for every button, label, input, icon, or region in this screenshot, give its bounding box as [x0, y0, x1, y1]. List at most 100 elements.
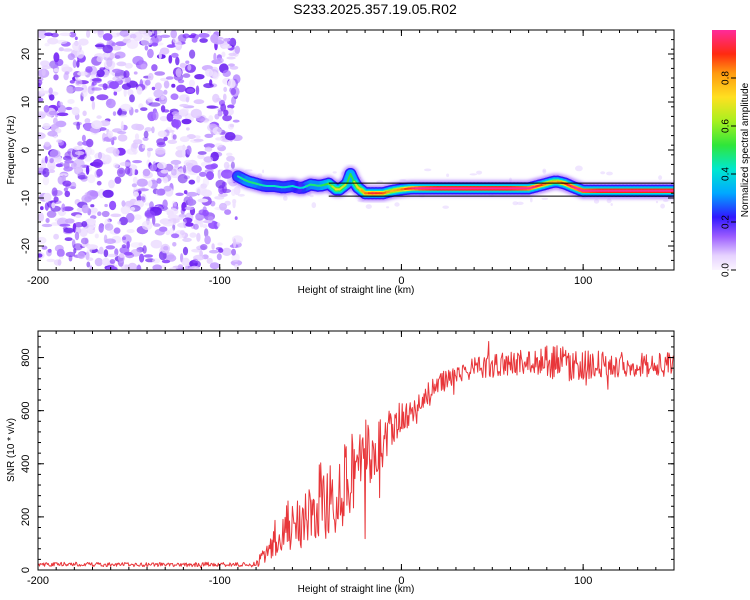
noise-blob: [207, 30, 212, 34]
noise-blob: [159, 226, 168, 232]
noise-blob: [214, 143, 223, 148]
spectrogram-x-axis-label: Height of straight line (km): [298, 285, 415, 296]
noise-blob: [165, 254, 177, 262]
noise-blob: [119, 30, 130, 37]
noise-blob: [97, 211, 102, 216]
noise-blob: [38, 79, 43, 86]
noise-blob: [141, 220, 153, 231]
noise-blob: [123, 251, 133, 256]
noise-blob: [134, 109, 139, 113]
noise-blob: [658, 175, 663, 180]
noise-blob: [87, 174, 96, 184]
y-tick-label: 20: [20, 48, 32, 60]
noise-blob: [78, 38, 89, 46]
noise-blob: [116, 32, 120, 36]
noise-blob: [203, 83, 214, 89]
noise-blob: [81, 204, 89, 214]
y-tick-label: 0: [20, 567, 32, 573]
noise-blob: [102, 189, 114, 198]
noise-blob: [47, 130, 58, 137]
colorbar-tick-label: 0.2: [721, 215, 732, 229]
noise-blob: [56, 139, 63, 143]
noise-blob: [144, 210, 156, 219]
noise-blob: [154, 30, 158, 39]
noise-blob: [138, 242, 143, 247]
noise-blob: [610, 203, 613, 206]
noise-blob: [185, 222, 194, 227]
noise-blob: [196, 175, 201, 183]
noise-blob: [125, 79, 131, 83]
noise-blob: [191, 165, 202, 174]
snr-ticks: -200 -100 0 100 0 200 400 600 800: [20, 331, 675, 587]
noise-blob: [215, 57, 224, 64]
noise-blob: [72, 59, 77, 69]
noise-blob: [156, 162, 167, 170]
noise-blob: [105, 266, 118, 270]
y-tick-label: 600: [20, 401, 32, 419]
noise-blob: [182, 165, 187, 174]
noise-blob: [196, 232, 201, 242]
noise-blob: [82, 110, 87, 117]
noise-blob: [85, 165, 90, 175]
noise-blob: [86, 244, 99, 250]
noise-blob: [76, 49, 85, 59]
noise-blob: [230, 87, 237, 96]
noise-blob: [124, 62, 133, 69]
noise-blob: [113, 227, 121, 234]
noise-blob: [215, 137, 223, 141]
noise-blob: [190, 108, 202, 119]
noise-blob: [63, 227, 74, 233]
noise-blob: [127, 89, 134, 97]
noise-blob: [109, 259, 116, 264]
noise-blob: [224, 132, 236, 141]
noise-blob: [197, 151, 207, 155]
noise-blob: [129, 94, 135, 103]
noise-blob: [69, 186, 76, 190]
noise-blob: [38, 111, 47, 118]
noise-blob: [140, 107, 148, 111]
noise-blob: [166, 112, 174, 122]
noise-blob: [62, 48, 73, 52]
noise-blob: [82, 140, 92, 146]
noise-blob: [186, 191, 198, 197]
noise-blob: [42, 176, 50, 186]
noise-blob: [91, 78, 102, 82]
colorbar: 0.0 0.2 0.4 0.6 0.8 Normalized spectral ampl…: [712, 30, 750, 277]
noise-blob: [195, 212, 205, 221]
noise-blob: [77, 141, 83, 146]
noise-blob: [63, 166, 73, 172]
noise-blob: [90, 204, 95, 208]
noise-blob: [75, 214, 82, 218]
noise-blob: [112, 111, 117, 116]
noise-blob: [176, 84, 187, 93]
noise-blob: [160, 95, 165, 101]
noise-blob: [86, 261, 91, 268]
snr-panel: -200 -100 0 100 0 200 400 600 800 Height of stra…: [6, 330, 675, 595]
colorbar-tick-label: 0.6: [721, 119, 732, 133]
noise-blob: [132, 176, 138, 184]
noise-blob: [161, 259, 171, 264]
noise-blob: [311, 202, 317, 209]
noise-blob: [175, 56, 180, 66]
noise-blob: [44, 32, 54, 37]
noise-blob: [114, 176, 122, 184]
noise-blob: [113, 91, 118, 96]
noise-blob: [101, 210, 110, 218]
noise-blob: [144, 127, 153, 132]
noise-blob: [48, 87, 53, 95]
noise-blob: [120, 205, 131, 215]
colorbar-ticks: 0.0 0.2 0.4 0.6 0.8: [721, 71, 736, 277]
noise-blob: [101, 257, 111, 266]
noise-blob: [189, 232, 197, 238]
noise-blob: [86, 257, 94, 262]
noise-blob: [182, 73, 191, 78]
noise-blob: [56, 248, 65, 258]
noise-blob: [64, 190, 71, 198]
noise-blob: [512, 201, 519, 206]
noise-blob: [102, 154, 112, 165]
noise-blob: [81, 194, 93, 203]
noise-blob: [73, 87, 83, 92]
noise-blob: [195, 85, 200, 95]
noise-blob: [442, 205, 450, 209]
noise-blob: [151, 86, 156, 91]
